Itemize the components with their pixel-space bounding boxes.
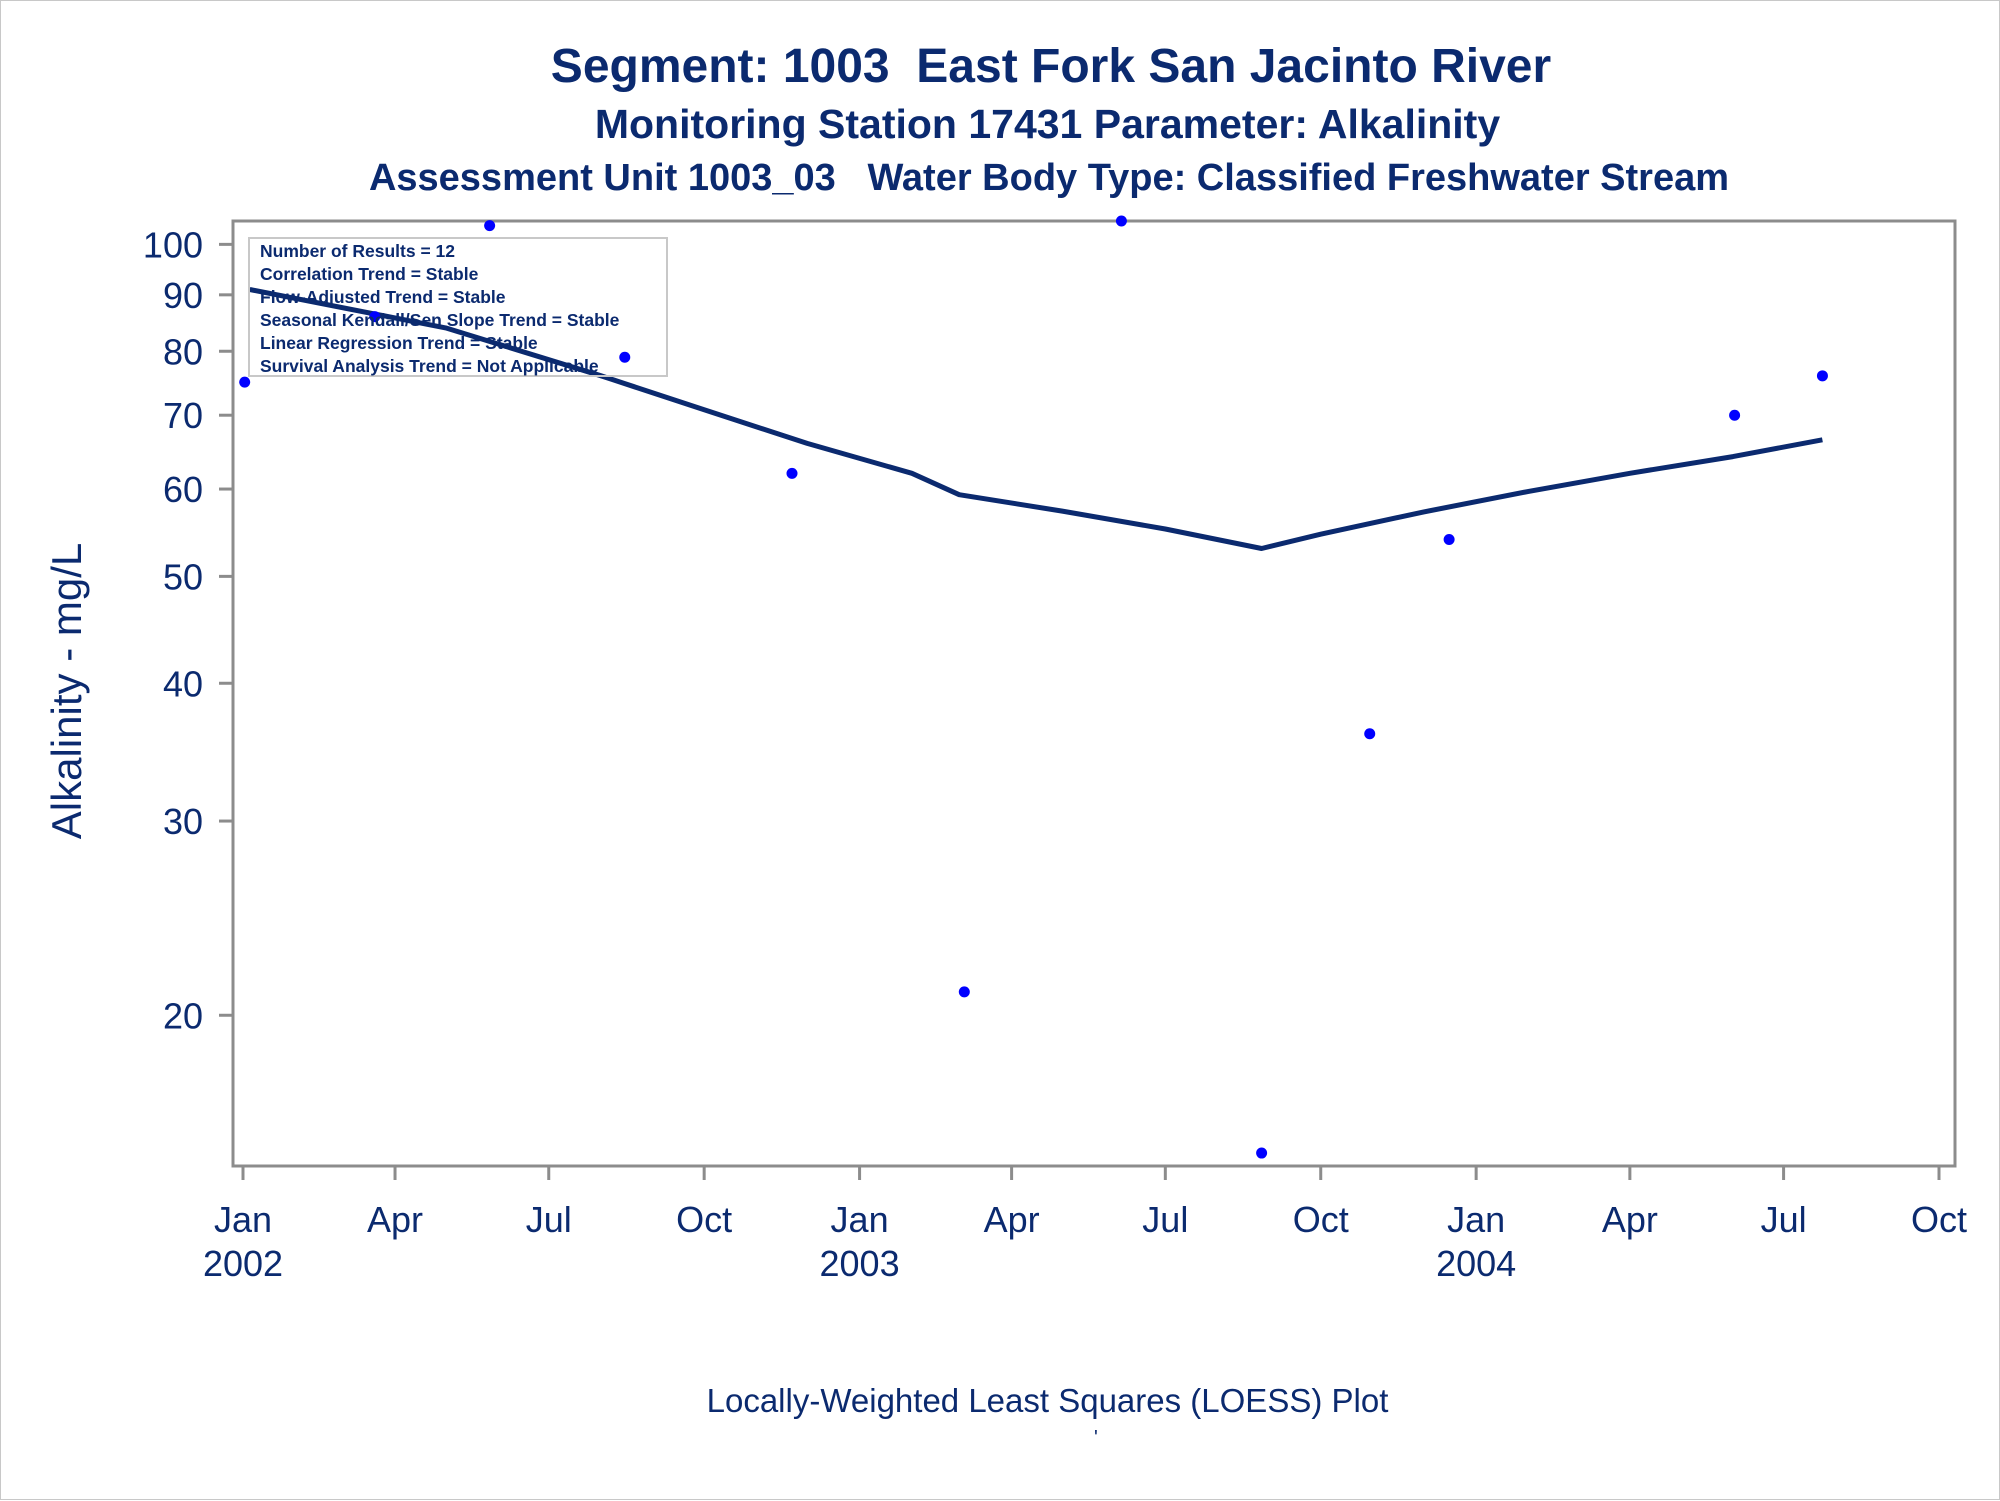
data-point (786, 467, 798, 479)
data-point (1364, 728, 1376, 740)
y-tick-label: 100 (143, 224, 203, 265)
x-tick-label-month: Apr (367, 1199, 423, 1240)
x-tick-label-month: Oct (1293, 1199, 1349, 1240)
footnote: Locally-Weighted Least Squares (LOESS) P… (706, 1382, 1389, 1419)
y-tick-label: 90 (163, 275, 203, 316)
footnote-mark: ' (1094, 1427, 1098, 1449)
y-tick-label: 30 (163, 801, 203, 842)
x-tick-label-month: Jul (526, 1199, 572, 1240)
y-tick-label: 20 (163, 995, 203, 1036)
y-axis-label: Alkalinity - mg/L (43, 543, 90, 839)
data-point (1256, 1147, 1268, 1159)
stat-linear-regression-trend: Linear Regression Trend = Stable (260, 333, 538, 353)
data-point (1443, 534, 1455, 546)
y-tick-label: 70 (163, 395, 203, 436)
y-tick-label: 50 (163, 556, 203, 597)
data-point (619, 351, 631, 363)
x-tick-label-month: Jan (214, 1199, 272, 1240)
x-tick-label-month: Apr (1602, 1199, 1658, 1240)
data-point (369, 311, 381, 323)
stat-survival-analysis-trend: Survival Analysis Trend = Not Applicable (260, 356, 599, 376)
chart-subtitle-assessment: Assessment Unit 1003_03 Water Body Type:… (368, 157, 1730, 199)
x-tick-label-month: Apr (984, 1199, 1040, 1240)
data-point (958, 986, 970, 998)
stat-correlation-trend: Correlation Trend = Stable (260, 264, 479, 284)
data-point (1729, 409, 1741, 421)
y-tick-label: 60 (163, 469, 203, 510)
x-tick-label-month: Jan (1447, 1199, 1505, 1240)
x-tick-label-year: 2003 (820, 1243, 900, 1284)
plot-area (231, 219, 1957, 1168)
stat-seasonal-kendall-trend: Seasonal Kendall/Sen Slope Trend = Stabl… (260, 310, 620, 330)
data-point (484, 220, 496, 232)
x-tick-label-month: Jul (1761, 1199, 1807, 1240)
x-tick-label-month: Oct (1911, 1199, 1967, 1240)
data-points-layer (239, 215, 1828, 1159)
chart-subtitle-station: Monitoring Station 17431 Parameter: Alka… (594, 101, 1501, 147)
x-tick-label-year: 2002 (203, 1243, 283, 1284)
data-point (239, 376, 251, 388)
x-tick-label-year: 2004 (1436, 1243, 1516, 1284)
x-tick-label-month: Jan (831, 1199, 889, 1240)
data-point (1816, 370, 1828, 382)
data-point (1115, 215, 1127, 227)
chart-title: Segment: 1003 East Fork San Jacinto Rive… (550, 40, 1552, 93)
stat-flow-adjusted-trend: Flow-Adjusted Trend = Stable (260, 287, 506, 307)
loess-line (249, 287, 1823, 551)
y-axis: 20 30 40 50 60 70 80 90 100 (143, 224, 233, 1036)
trend-statistics-box: Number of Results = 12 Correlation Trend… (248, 237, 668, 377)
y-tick-label: 40 (163, 663, 203, 704)
y-tick-label: 80 (163, 331, 203, 372)
x-tick-label-month: Oct (676, 1199, 732, 1240)
x-tick-label-month: Jul (1142, 1199, 1188, 1240)
stat-number-of-results: Number of Results = 12 (260, 241, 455, 261)
loess-curve-layer (249, 287, 1823, 551)
